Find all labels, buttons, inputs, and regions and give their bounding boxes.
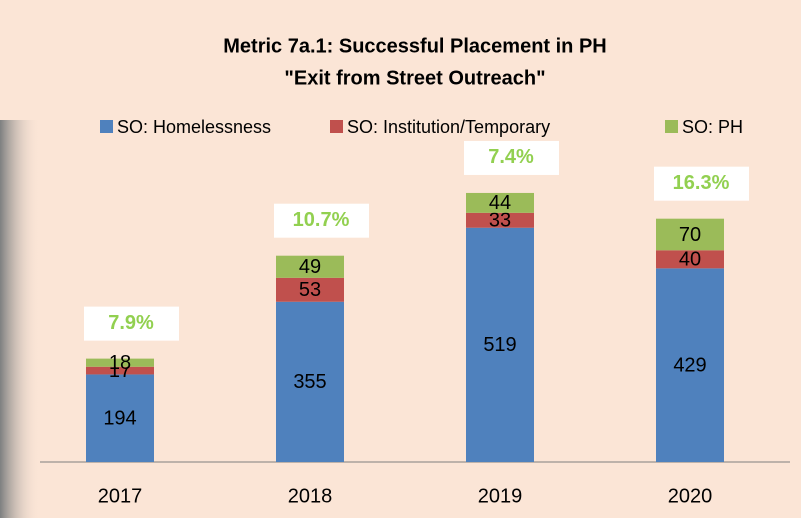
value-label: 53: [299, 279, 321, 301]
chart-subtitle: "Exit from Street Outreach": [284, 67, 545, 89]
value-label: 519: [483, 334, 516, 356]
x-tick-label: 2017: [98, 485, 143, 507]
value-label: 40: [679, 249, 701, 271]
chart: Metric 7a.1: Successful Placement in PH …: [0, 0, 801, 518]
legend-label: SO: PH: [682, 117, 743, 137]
page: Metric 7a.1: Successful Placement in PH …: [0, 0, 801, 518]
legend-swatch: [665, 120, 678, 133]
value-label: 70: [679, 224, 701, 246]
annotation: 7.4%: [488, 146, 534, 168]
value-label: 18: [109, 352, 131, 374]
legend-swatch: [100, 120, 113, 133]
value-label: 49: [299, 256, 321, 278]
x-tick-label: 2020: [668, 485, 713, 507]
legend-label: SO: Institution/Temporary: [347, 117, 550, 137]
value-label: 44: [489, 192, 511, 214]
x-tick-label: 2018: [288, 485, 333, 507]
background-edge: [0, 120, 40, 518]
annotation: 16.3%: [673, 172, 730, 194]
value-label: 429: [673, 354, 706, 376]
legend-label: SO: Homelessness: [117, 117, 271, 137]
x-tick-label: 2019: [478, 485, 523, 507]
value-label: 194: [103, 407, 136, 429]
annotation: 10.7%: [293, 209, 350, 231]
value-label: 355: [293, 371, 326, 393]
legend-swatch: [330, 120, 343, 133]
annotation: 7.9%: [108, 312, 154, 334]
chart-title: Metric 7a.1: Successful Placement in PH: [223, 35, 607, 57]
